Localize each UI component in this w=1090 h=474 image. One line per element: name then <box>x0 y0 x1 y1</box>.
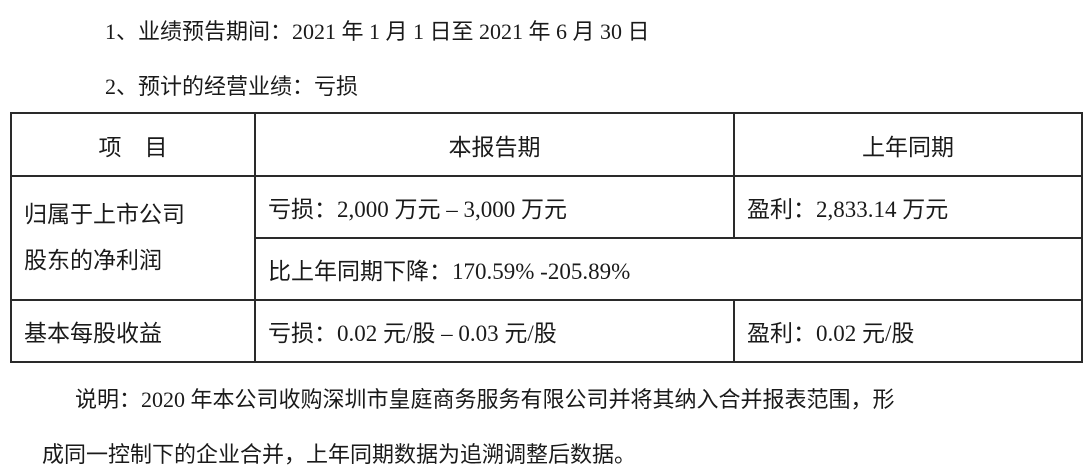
forecast-period-text: 1、业绩预告期间：2021 年 1 月 1 日至 2021 年 6 月 30 日 <box>105 19 650 44</box>
table-row: 归属于上市公司 股东的净利润 亏损：2,000 万元 – 3,000 万元 盈利… <box>10 175 1083 301</box>
net-profit-prior: 盈利：2,833.14 万元 <box>733 175 1083 239</box>
net-profit-change: 比上年同期下降：170.59% -205.89% <box>254 237 1083 301</box>
net-profit-label: 归属于上市公司 股东的净利润 <box>10 175 256 301</box>
net-profit-label-line1: 归属于上市公司 <box>24 202 185 227</box>
expected-performance-text: 2、预计的经营业绩：亏损 <box>105 74 359 99</box>
note-line-2: 成同一控制下的企业合并，上年同期数据为追溯调整后数据。 <box>42 442 637 467</box>
net-profit-current: 亏损：2,000 万元 – 3,000 万元 <box>254 175 735 239</box>
table-header-row: 项 目 本报告期 上年同期 <box>10 112 1083 177</box>
header-item: 项 目 <box>10 112 256 177</box>
eps-label: 基本每股收益 <box>10 299 256 363</box>
note-line-1: 说明：2020 年本公司收购深圳市皇庭商务服务有限公司并将其纳入合并报表范围，形 <box>75 387 895 412</box>
header-current-period: 本报告期 <box>254 112 735 177</box>
eps-prior: 盈利：0.02 元/股 <box>733 299 1083 363</box>
forecast-table: 项 目 本报告期 上年同期 归属于上市公司 股东的净利润 亏损：2,000 万元… <box>10 112 1083 363</box>
header-prior-period: 上年同期 <box>733 112 1083 177</box>
eps-current: 亏损：0.02 元/股 – 0.03 元/股 <box>254 299 735 363</box>
table-row: 基本每股收益 亏损：0.02 元/股 – 0.03 元/股 盈利：0.02 元/… <box>10 299 1083 363</box>
table-row: 比上年同期下降：170.59% -205.89% <box>11 237 1083 301</box>
net-profit-label-line2: 股东的净利润 <box>24 248 162 273</box>
